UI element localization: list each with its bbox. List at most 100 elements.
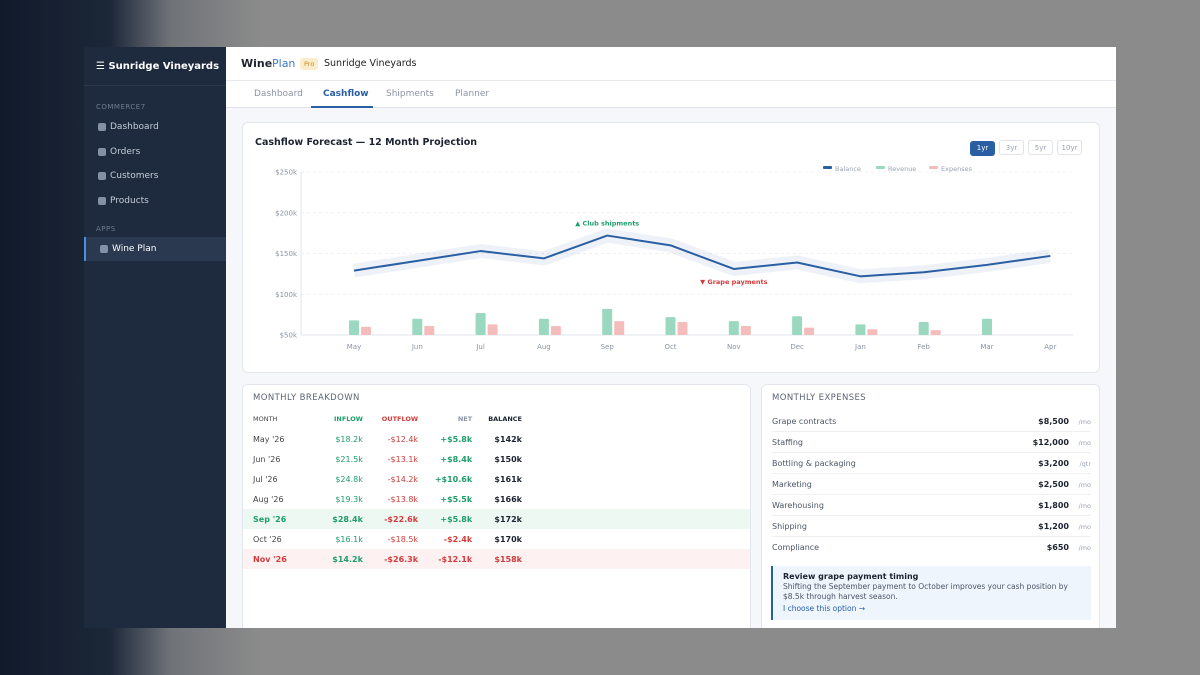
badge: Pro <box>300 58 319 70</box>
tab[interactable]: Planner <box>455 89 490 99</box>
x-tick-label: Jan <box>854 343 866 351</box>
table-cell: Jun '26 <box>253 454 281 464</box>
table-cell: $172k <box>494 514 522 524</box>
section-label: APPS <box>96 225 116 233</box>
callout-action[interactable]: I choose this option → <box>783 604 866 613</box>
nav-icon <box>98 123 106 131</box>
expenses-card: MONTHLY EXPENSES Grape contracts $8,500/m… <box>761 384 1100 628</box>
callout: Review grape payment timing Shifting the… <box>771 566 1091 620</box>
table-row: Jun '26 $21.5k -$13.1k +$8.4k $150k <box>243 449 750 469</box>
table-cell: Sep '26 <box>253 514 287 524</box>
account: Sunridge Vineyards <box>324 58 417 69</box>
table-cell: -$13.1k <box>387 454 419 464</box>
table-cell: $19.3k <box>335 494 363 504</box>
tab[interactable]: Cashflow <box>323 89 369 99</box>
nav-item[interactable]: Products <box>84 189 226 213</box>
expense-label: Bottling & packaging <box>772 459 856 468</box>
table-cell: +$8.4k <box>440 454 473 464</box>
legend-swatch <box>929 166 938 169</box>
divider <box>84 85 226 86</box>
table-cell: $142k <box>494 434 522 444</box>
bar <box>361 326 371 335</box>
nav-icon <box>98 147 106 156</box>
table-cell: -$26.3k <box>384 554 419 564</box>
table-row: Sep '26 $28.4k -$22.6k +$5.8k $172k <box>243 509 750 529</box>
table-cell: $28.4k <box>332 514 363 524</box>
column-header: MONTH <box>253 415 278 423</box>
expense-label: Grape contracts <box>772 417 837 426</box>
brand: ☰ Sunridge Vineyards <box>96 61 220 72</box>
table-cell: -$22.6k <box>384 514 419 524</box>
table-row: Aug '26 $19.3k -$13.8k +$5.5k $166k <box>243 489 750 509</box>
column-header: NET <box>457 415 473 423</box>
table-cell: Jul '26 <box>253 474 278 484</box>
range-button[interactable]: 10yr <box>1057 140 1082 155</box>
bar <box>982 318 992 335</box>
bar <box>412 318 423 335</box>
annotation: ▼ Grape payments <box>700 278 768 286</box>
nav-item[interactable]: Orders <box>84 140 226 164</box>
table-cell: -$14.2k <box>387 474 419 484</box>
table-cell: May '26 <box>253 434 285 444</box>
expense-row: Bottling & packaging $3,200/qtr <box>772 453 1091 474</box>
table-row: Jul '26 $24.8k -$14.2k +$10.6k $161k <box>243 469 750 489</box>
expense-period: /qtr <box>1079 460 1091 468</box>
nav-label: Products <box>110 195 149 206</box>
range-button[interactable]: 1yr <box>970 141 995 156</box>
bar <box>740 326 751 335</box>
expense-amount: $2,500 <box>1038 480 1069 489</box>
table-cell: -$13.8k <box>387 494 419 504</box>
nav-label: Orders <box>110 146 141 157</box>
bar <box>855 324 866 335</box>
table-cell: -$2.4k <box>443 534 473 544</box>
line <box>353 234 1051 278</box>
expense-amount: $8,500 <box>1038 417 1069 426</box>
range-button[interactable]: 5yr <box>1028 140 1053 155</box>
expense-period: /mo <box>1078 502 1092 510</box>
table-cell: -$12.1k <box>438 554 473 564</box>
tab[interactable]: Shipments <box>386 89 434 99</box>
table-row: Nov '26 $14.2k -$26.3k -$12.1k $158k <box>243 549 750 569</box>
table-cell: $150k <box>494 454 522 464</box>
bar <box>918 321 929 335</box>
range-button[interactable]: 3yr <box>999 140 1024 155</box>
table-cell: $14.2k <box>332 554 363 564</box>
bar <box>602 308 613 335</box>
bar <box>424 326 435 335</box>
table-cell: -$18.5k <box>387 534 419 544</box>
column-header: INFLOW <box>333 415 363 423</box>
bar <box>487 324 498 335</box>
tab-underline <box>311 106 373 108</box>
nav-icon <box>100 245 108 253</box>
expense-amount: $1,800 <box>1038 501 1069 510</box>
table-cell: -$12.4k <box>387 434 419 444</box>
legend-label: Expenses <box>941 165 973 173</box>
nav-item[interactable]: Dashboard <box>84 115 226 139</box>
nav-item[interactable]: Wine Plan <box>84 237 226 261</box>
tab[interactable]: Dashboard <box>254 89 303 99</box>
table-cell: Aug '26 <box>253 494 284 504</box>
expense-period: /mo <box>1078 544 1092 552</box>
app-accent: Plan <box>272 57 296 70</box>
expense-period: /mo <box>1078 439 1092 447</box>
nav-label: Customers <box>110 171 159 181</box>
bar <box>728 321 739 335</box>
expense-period: /mo <box>1078 481 1092 489</box>
legend-swatch <box>876 166 885 169</box>
x-tick-label: Aug <box>537 343 551 351</box>
column-header: BALANCE <box>488 415 522 423</box>
bar <box>792 316 803 335</box>
breakdown-card: MONTHLY BREAKDOWN MONTH INFLOW OUTFLOW NET B… <box>242 384 751 628</box>
table-cell: +$5.5k <box>440 494 473 504</box>
expense-amount: $3,200 <box>1038 459 1069 468</box>
expenses-title: MONTHLY EXPENSES <box>772 393 867 403</box>
expense-row: Grape contracts $8,500/mo <box>772 411 1091 432</box>
table-cell: $24.8k <box>335 474 363 484</box>
expenses-list: Grape contracts $8,500/mo Staffing $12,000 /… <box>762 411 1101 558</box>
expense-row: Staffing $12,000/mo <box>772 432 1091 453</box>
app-window: ☰ Sunridge Vineyards COMMERCE7 Dashboard O… <box>84 47 1116 628</box>
nav-item[interactable]: Customers <box>84 164 226 188</box>
tabs: Dashboard Cashflow Shipments Planner <box>226 81 1116 108</box>
bar <box>804 327 815 335</box>
table-cell: +$10.6k <box>434 474 473 484</box>
